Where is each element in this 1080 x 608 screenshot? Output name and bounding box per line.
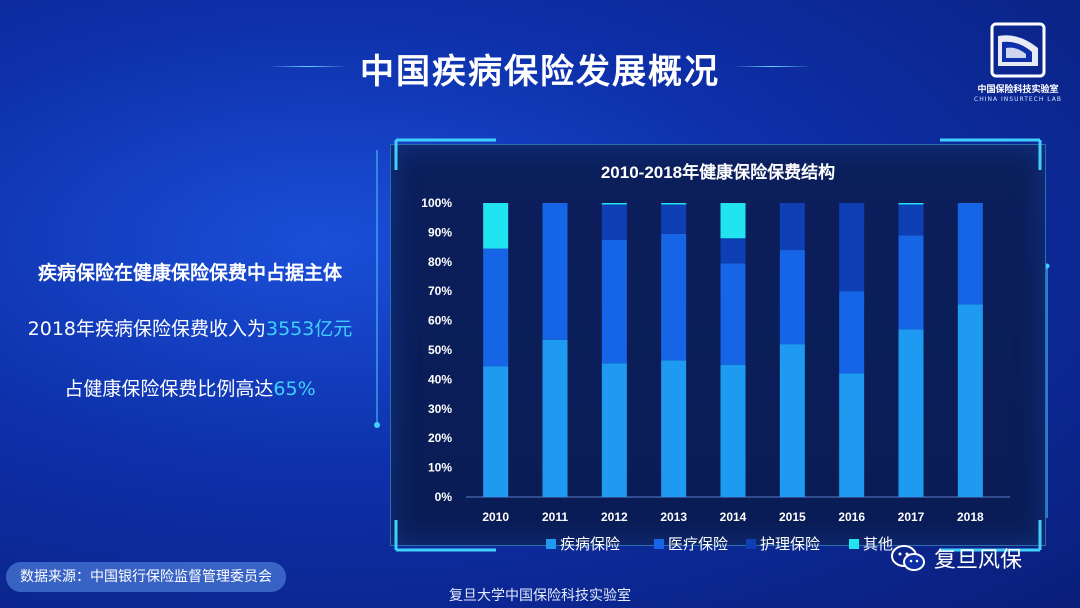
bar-segment [483, 203, 509, 249]
ratio-line: 占健康保险保费比例高达65% [0, 374, 380, 401]
bar-segment [542, 203, 568, 340]
watermark-text: 复旦风保 [934, 548, 1023, 573]
y-tick-label: 30% [428, 402, 452, 416]
x-axis: 2010 2011 2012 2013 2014 2015 2016 2017 2018 [482, 510, 984, 524]
income-prefix: 2018年疾病保险保费收入为 [27, 318, 266, 340]
bar-segment [483, 248, 509, 367]
bar-segment [898, 329, 924, 497]
bar-segment [957, 304, 983, 497]
title-line-right [732, 66, 812, 67]
legend-swatch [654, 539, 664, 549]
x-tick-label: 2014 [720, 510, 747, 524]
legend-swatch [849, 539, 859, 549]
bar-segment [779, 203, 805, 251]
lab-logo: 中国保险科技实验室 CHINA INSURTECH LAB [968, 22, 1068, 112]
bar-segment [839, 203, 865, 292]
income-value: 3553亿元 [266, 318, 353, 340]
legend-label: 其他 [863, 536, 893, 553]
y-tick-label: 70% [428, 284, 452, 298]
legend-label: 护理保险 [760, 536, 820, 553]
x-tick-label: 2015 [779, 510, 806, 524]
bar-segment [720, 238, 746, 264]
bar-segment [720, 364, 746, 497]
x-tick-label: 2013 [660, 510, 687, 524]
y-tick-label: 20% [428, 431, 452, 445]
legend-swatch [746, 539, 756, 549]
bar-segment [661, 233, 687, 361]
bar-segment [601, 239, 627, 364]
y-tick-label: 80% [428, 255, 452, 269]
bar-segment [898, 203, 924, 205]
chart-frame: 2010-2018年健康保险保费结构 0% 10% 20% 30% 40% 50% 60% 7… [376, 130, 1060, 560]
x-tick-label: 2010 [482, 510, 509, 524]
income-line: 2018年疾病保险保费收入为3553亿元 [0, 314, 380, 341]
bar-segment [661, 360, 687, 497]
bar-segment [661, 204, 687, 234]
y-tick-label: 0% [435, 490, 453, 504]
footer-lab-name: 复旦大学中国保险科技实验室 [449, 588, 631, 604]
y-tick-label: 90% [428, 225, 452, 239]
y-tick-label: 50% [428, 343, 452, 357]
bar-segment [542, 339, 568, 497]
bar-segment [601, 363, 627, 497]
y-tick-label: 40% [428, 372, 452, 386]
lab-logo-en: CHINA INSURTECH LAB [974, 96, 1062, 103]
bar-segment [898, 204, 924, 236]
x-tick-label: 2016 [838, 510, 865, 524]
chart-corner-brackets [394, 138, 1042, 552]
bar-segment [898, 235, 924, 330]
bar-segment [839, 291, 865, 374]
lab-logo-icon [990, 22, 1046, 78]
watermark: 复旦风保 [890, 538, 1022, 578]
x-tick-label: 2012 [601, 510, 628, 524]
bar-segment [779, 344, 805, 497]
bar-segment [720, 203, 746, 239]
title-line-left [268, 66, 348, 67]
wechat-icon [891, 545, 925, 571]
bar-segment [779, 250, 805, 345]
bar-segment [661, 203, 687, 205]
legend-swatch [546, 539, 556, 549]
legend-label: 疾病保险 [560, 536, 620, 553]
data-source: 数据来源：中国银行保险监督管理委员会 [6, 562, 286, 592]
x-tick-label: 2017 [898, 510, 925, 524]
page-title: 中国疾病保险发展概况 [360, 52, 720, 92]
x-tick-label: 2018 [957, 510, 984, 524]
left-bracket-decoration [374, 150, 380, 428]
headline: 疾病保险在健康保险保费中占据主体 [37, 262, 342, 284]
x-tick-label: 2011 [542, 510, 568, 524]
chart: 2010-2018年健康保险保费结构 0% 10% 20% 30% 40% 50% 60% 7… [394, 138, 1042, 553]
bar-segment [957, 203, 983, 305]
legend-label: 医疗保险 [668, 536, 728, 553]
bar-segment [839, 373, 865, 497]
bar-segment [720, 263, 746, 365]
y-tick-label: 60% [428, 314, 452, 328]
ratio-value: 65% [273, 378, 316, 400]
ratio-prefix: 占健康保险保费比例高达 [64, 378, 274, 400]
chart-title: 2010-2018年健康保险保费结构 [601, 162, 835, 182]
legend: 疾病保险 医疗保险 护理保险 其他 [546, 536, 893, 553]
y-tick-label: 100% [421, 196, 452, 210]
bar-segment [601, 203, 627, 205]
bars [483, 203, 983, 497]
lab-logo-cn: 中国保险科技实验室 [977, 85, 1059, 95]
bar-segment [483, 366, 509, 497]
y-tick-label: 10% [428, 461, 452, 475]
bar-segment [601, 204, 627, 240]
